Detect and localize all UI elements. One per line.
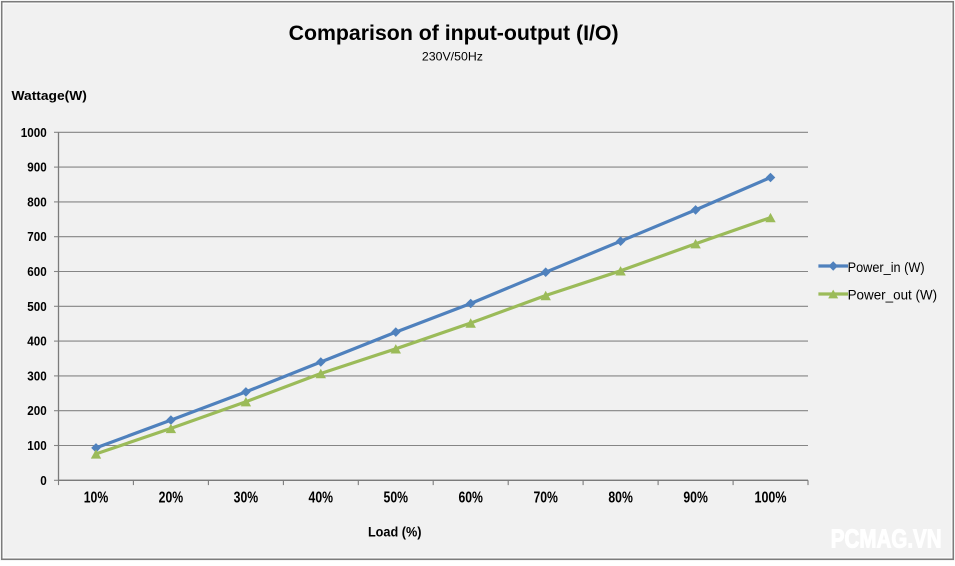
svg-text:Power_in (W): Power_in (W) — [848, 259, 925, 275]
svg-text:100%: 100% — [755, 489, 787, 506]
svg-text:Power_out (W): Power_out (W) — [848, 286, 938, 302]
svg-text:400: 400 — [27, 335, 46, 349]
svg-text:80%: 80% — [608, 489, 633, 506]
svg-text:70%: 70% — [533, 489, 558, 506]
svg-text:800: 800 — [27, 195, 46, 209]
svg-text:700: 700 — [27, 230, 46, 244]
svg-text:PCMAG.VN: PCMAG.VN — [831, 523, 942, 553]
svg-text:900: 900 — [27, 161, 46, 175]
svg-text:10%: 10% — [84, 489, 109, 506]
svg-text:Load (%): Load (%) — [368, 524, 422, 540]
svg-text:30%: 30% — [234, 489, 259, 506]
svg-text:40%: 40% — [309, 489, 334, 506]
svg-text:90%: 90% — [683, 489, 708, 506]
svg-text:230V/50Hz: 230V/50Hz — [422, 49, 483, 63]
svg-text:1000: 1000 — [21, 126, 47, 140]
svg-text:Wattage(W): Wattage(W) — [12, 88, 87, 103]
svg-text:60%: 60% — [458, 489, 483, 506]
svg-text:200: 200 — [27, 404, 46, 418]
svg-text:Comparison of input-output (I/: Comparison of input-output (I/O) — [289, 22, 619, 45]
svg-text:0: 0 — [40, 474, 47, 488]
svg-text:50%: 50% — [384, 489, 409, 506]
svg-text:600: 600 — [27, 265, 46, 279]
svg-text:500: 500 — [27, 300, 46, 314]
svg-text:300: 300 — [27, 369, 46, 383]
svg-text:20%: 20% — [159, 489, 184, 506]
svg-text:100: 100 — [27, 439, 46, 453]
